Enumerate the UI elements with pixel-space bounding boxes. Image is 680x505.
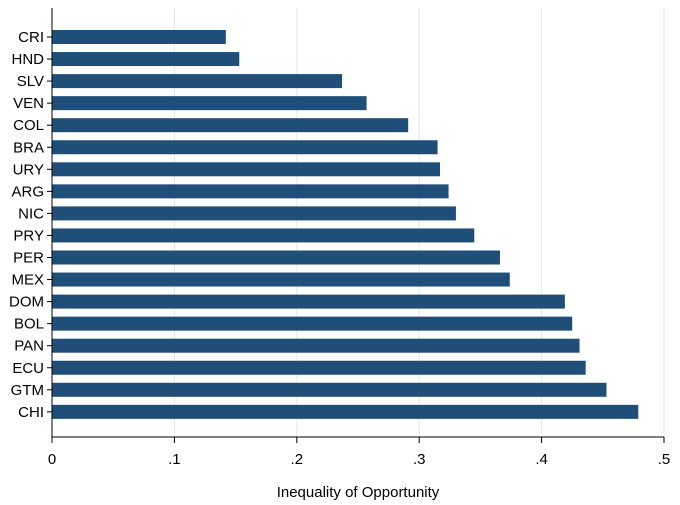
x-tick-label: .4 bbox=[535, 451, 548, 468]
bars bbox=[52, 30, 639, 419]
bar-bol bbox=[52, 316, 573, 331]
category-label-ven: VEN bbox=[13, 95, 44, 112]
category-label-bol: BOL bbox=[14, 316, 44, 333]
category-label-chi: CHI bbox=[18, 404, 44, 421]
category-label-gtm: GTM bbox=[11, 382, 44, 399]
category-label-dom: DOM bbox=[9, 294, 44, 311]
category-label-bra: BRA bbox=[13, 139, 44, 156]
category-label-slv: SLV bbox=[17, 73, 44, 90]
x-tick-label: .2 bbox=[291, 451, 304, 468]
bar-hnd bbox=[52, 52, 240, 67]
category-labels: CRI HND SLV VEN COL BRA URY ARG NIC PRY PER MEX DOM B… bbox=[9, 29, 52, 421]
category-label-nic: NIC bbox=[18, 205, 44, 222]
category-label-per: PER bbox=[13, 250, 44, 267]
x-axis-title: Inequality of Opportunity bbox=[277, 484, 440, 501]
category-label-ecu: ECU bbox=[12, 360, 44, 377]
x-ticks: 0 .1 .2 .3 .4 .5 bbox=[48, 437, 670, 468]
bar-gtm bbox=[52, 382, 607, 397]
x-tick-label: .1 bbox=[168, 451, 181, 468]
category-label-col: COL bbox=[13, 117, 44, 134]
category-label-ury: URY bbox=[13, 161, 44, 178]
x-tick-label: .5 bbox=[658, 451, 671, 468]
bar-per bbox=[52, 250, 500, 265]
bar-mex bbox=[52, 272, 510, 287]
bar-nic bbox=[52, 206, 456, 221]
bar-cri bbox=[52, 30, 226, 44]
bar-ven bbox=[52, 96, 367, 111]
bar-slv bbox=[52, 74, 343, 89]
bar-dom bbox=[52, 294, 565, 309]
category-label-pry: PRY bbox=[13, 227, 44, 244]
category-label-hnd: HND bbox=[12, 51, 45, 68]
bar-col bbox=[52, 118, 409, 133]
bar-chi bbox=[52, 404, 639, 419]
x-tick-label: .3 bbox=[413, 451, 426, 468]
category-label-pan: PAN bbox=[14, 338, 44, 355]
x-tick-label: 0 bbox=[48, 451, 56, 468]
bar-arg bbox=[52, 184, 449, 199]
bar-ury bbox=[52, 162, 441, 177]
bar-pan bbox=[52, 338, 580, 353]
bar-pry bbox=[52, 228, 475, 243]
category-label-cri: CRI bbox=[18, 29, 44, 46]
bar-bra bbox=[52, 140, 438, 155]
category-label-mex: MEX bbox=[11, 272, 44, 289]
category-label-arg: ARG bbox=[11, 183, 44, 200]
bar-ecu bbox=[52, 360, 586, 375]
